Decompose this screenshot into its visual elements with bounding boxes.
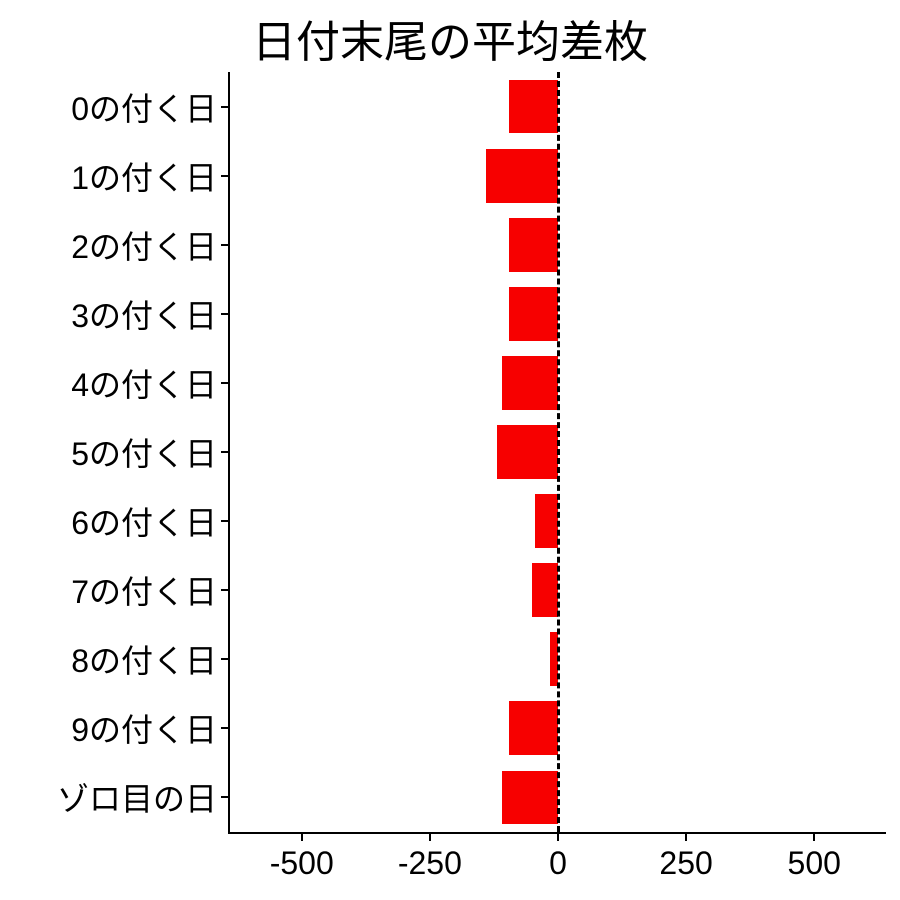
x-tick — [429, 834, 431, 841]
zero-line — [557, 72, 560, 832]
x-tick — [813, 834, 815, 841]
y-tick — [221, 451, 228, 453]
chart-title: 日付末尾の平均差枚 — [0, 6, 900, 70]
y-tick-label: 1の付く日 — [71, 153, 217, 199]
bar — [532, 563, 558, 617]
bar — [486, 149, 558, 203]
y-tick-label: 2の付く日 — [71, 222, 217, 268]
y-axis-line — [228, 72, 230, 832]
y-tick-label: 4の付く日 — [71, 360, 217, 406]
bar — [509, 218, 558, 272]
x-tick-label: 0 — [549, 845, 567, 882]
bar — [509, 701, 558, 755]
x-tick — [557, 834, 559, 841]
bar — [509, 287, 558, 341]
x-tick-label: 250 — [659, 845, 712, 882]
bar — [502, 771, 558, 825]
x-tick-label: -500 — [270, 845, 334, 882]
y-tick-label: 0の付く日 — [71, 84, 217, 130]
x-tick-label: -250 — [398, 845, 462, 882]
plot-area — [230, 72, 886, 832]
y-tick — [221, 520, 228, 522]
y-tick — [221, 382, 228, 384]
y-tick-label: ゾロ目の日 — [57, 774, 217, 820]
y-tick — [221, 244, 228, 246]
y-tick-label: 7の付く日 — [71, 567, 217, 613]
x-tick — [301, 834, 303, 841]
chart-container: 日付末尾の平均差枚 0の付く日 1の付く日 2の付く日 3の付く日 4の付く日 5の付く日… — [0, 0, 900, 900]
x-tick — [685, 834, 687, 841]
y-tick-label: 6の付く日 — [71, 498, 217, 544]
y-tick-label: 9の付く日 — [71, 705, 217, 751]
bar — [497, 425, 559, 479]
x-tick-label: 500 — [788, 845, 841, 882]
bar — [502, 356, 558, 410]
y-tick — [221, 589, 228, 591]
y-tick — [221, 796, 228, 798]
y-tick — [221, 658, 228, 660]
y-tick-label: 3の付く日 — [71, 291, 217, 337]
bar — [509, 80, 558, 134]
y-tick — [221, 106, 228, 108]
y-tick — [221, 727, 228, 729]
bar — [535, 494, 558, 548]
y-tick — [221, 175, 228, 177]
y-tick — [221, 313, 228, 315]
y-tick-label: 8の付く日 — [71, 636, 217, 682]
y-tick-label: 5の付く日 — [71, 429, 217, 475]
